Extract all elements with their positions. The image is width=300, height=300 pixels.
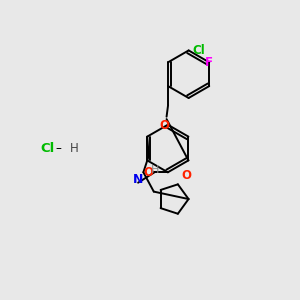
Text: O: O <box>159 119 169 132</box>
Text: H: H <box>151 165 159 175</box>
Text: Cl: Cl <box>40 142 54 155</box>
Text: Cl: Cl <box>192 44 205 57</box>
Text: O: O <box>182 169 191 182</box>
Text: O: O <box>143 166 153 179</box>
Text: H: H <box>70 142 79 155</box>
Text: N: N <box>132 173 143 187</box>
Text: F: F <box>205 56 213 69</box>
Text: –: – <box>55 142 61 155</box>
